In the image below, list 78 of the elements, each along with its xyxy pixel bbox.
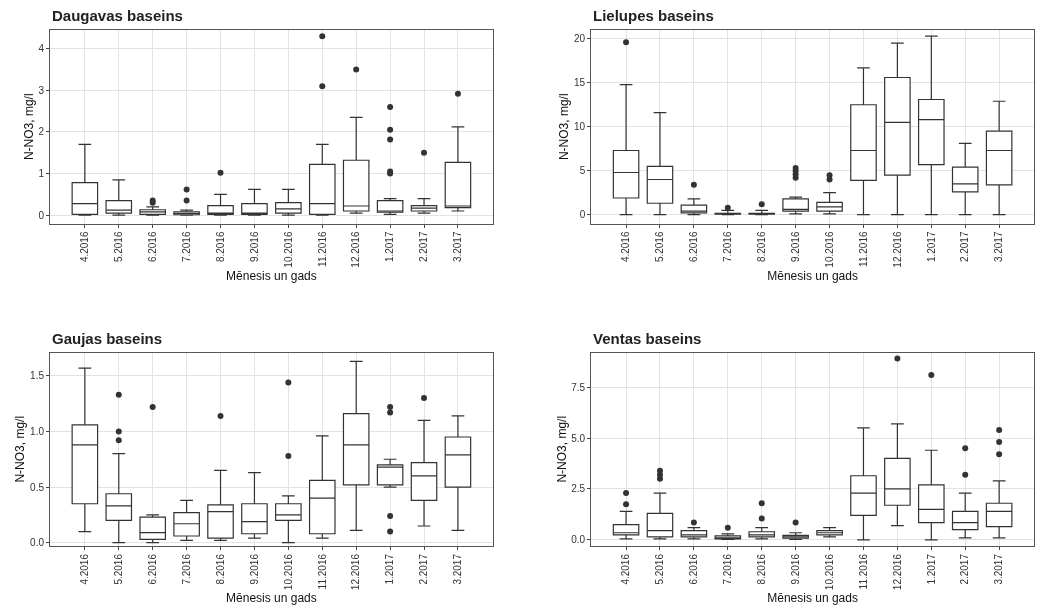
x-tick-label: 9.2016 xyxy=(789,231,801,263)
y-tick-label: 1 xyxy=(38,168,45,180)
y-tick-label: 15 xyxy=(574,77,586,89)
x-tick-label: 9.2016 xyxy=(248,231,260,263)
x-tick-label: 7.2016 xyxy=(180,231,192,263)
x-tick-label: 5.2016 xyxy=(654,231,666,263)
x-tick-label: 10.2016 xyxy=(282,553,294,591)
x-tick-label: 3.2017 xyxy=(452,231,464,263)
chart-title: Gaujas baseins xyxy=(52,330,163,347)
y-tick-label: 0.0 xyxy=(571,534,586,546)
x-tick-label: 8.2016 xyxy=(755,231,767,263)
x-tick-label: 5.2016 xyxy=(113,231,125,263)
x-tick-label: 3.2017 xyxy=(993,231,1005,263)
x-tick-label: 7.2016 xyxy=(180,553,192,585)
x-axis-title: Mēnesis un gads xyxy=(226,591,317,606)
x-tick-label: 1.2017 xyxy=(384,553,396,585)
x-tick-label: 5.2016 xyxy=(113,553,125,585)
y-tick-label: 1.0 xyxy=(30,425,45,437)
x-tick-label: 11.2016 xyxy=(857,553,869,590)
y-tick-label: 4 xyxy=(38,43,45,55)
x-tick-label: 4.2016 xyxy=(620,231,632,263)
y-tick-label: 5.0 xyxy=(571,432,586,444)
x-axis-title: Mēnesis un gads xyxy=(767,268,858,283)
y-axis-title: N-NO3, mg/l xyxy=(13,415,28,483)
x-axis-title: Mēnesis un gads xyxy=(767,591,858,606)
y-tick-label: 20 xyxy=(574,33,586,45)
x-tick-label: 12.2016 xyxy=(891,553,903,591)
chart-title: Ventas baseins xyxy=(593,330,702,347)
x-tick-label: 8.2016 xyxy=(214,553,226,585)
y-axis-title: N-NO3, mg/l xyxy=(554,415,569,483)
x-tick-label: 9.2016 xyxy=(248,553,260,585)
x-tick-label: 4.2016 xyxy=(79,553,91,585)
x-tick-label: 7.2016 xyxy=(722,553,734,585)
x-tick-label: 6.2016 xyxy=(146,553,158,585)
x-tick-label: 1.2017 xyxy=(925,231,937,263)
x-tick-label: 6.2016 xyxy=(688,231,700,263)
x-tick-label: 6.2016 xyxy=(688,553,700,585)
x-tick-label: 5.2016 xyxy=(654,553,666,585)
chart-title: Lielupes baseins xyxy=(593,7,714,24)
x-tick-label: 11.2016 xyxy=(857,231,869,267)
x-tick-label: 2.2017 xyxy=(418,231,430,263)
x-axis-title: Mēnesis un gads xyxy=(226,268,317,283)
x-tick-label: 2.2017 xyxy=(959,231,971,263)
x-tick-label: 10.2016 xyxy=(823,231,835,268)
x-tick-label: 4.2016 xyxy=(620,553,632,585)
y-tick-label: 0.5 xyxy=(30,481,45,493)
y-tick-label: 10 xyxy=(574,121,586,133)
y-tick-label: 7.5 xyxy=(571,381,586,393)
x-tick-label: 9.2016 xyxy=(789,553,801,585)
x-tick-label: 4.2016 xyxy=(79,231,91,263)
x-tick-label: 1.2017 xyxy=(384,231,396,263)
y-tick-label: 2 xyxy=(38,126,45,138)
y-tick-label: 0 xyxy=(38,209,45,221)
x-tick-label: 6.2016 xyxy=(146,231,158,263)
x-tick-label: 11.2016 xyxy=(316,231,328,267)
y-tick-label: 1.5 xyxy=(30,370,45,382)
y-tick-label: 5 xyxy=(579,165,586,177)
x-tick-label: 8.2016 xyxy=(755,553,767,585)
y-axis-title: N-NO3, mg/l xyxy=(557,93,572,161)
x-tick-label: 12.2016 xyxy=(350,231,362,268)
x-tick-label: 11.2016 xyxy=(316,553,328,590)
x-tick-label: 3.2017 xyxy=(993,553,1005,585)
y-axis-title: N-NO3, mg/l xyxy=(21,93,36,161)
y-tick-label: 2.5 xyxy=(571,483,586,495)
x-tick-label: 10.2016 xyxy=(823,553,835,591)
chart-title: Daugavas baseins xyxy=(52,7,183,24)
x-tick-label: 8.2016 xyxy=(214,231,226,263)
x-tick-label: 10.2016 xyxy=(282,231,294,268)
x-tick-label: 7.2016 xyxy=(722,231,734,263)
x-tick-label: 2.2017 xyxy=(959,553,971,585)
y-tick-label: 0 xyxy=(579,209,586,221)
x-tick-label: 1.2017 xyxy=(925,553,937,585)
y-tick-label: 3 xyxy=(38,84,45,96)
x-tick-label: 3.2017 xyxy=(452,553,464,585)
y-tick-label: 0.0 xyxy=(30,537,45,549)
x-tick-label: 2.2017 xyxy=(418,553,430,585)
x-tick-label: 12.2016 xyxy=(891,231,903,268)
x-tick-label: 12.2016 xyxy=(350,553,362,591)
